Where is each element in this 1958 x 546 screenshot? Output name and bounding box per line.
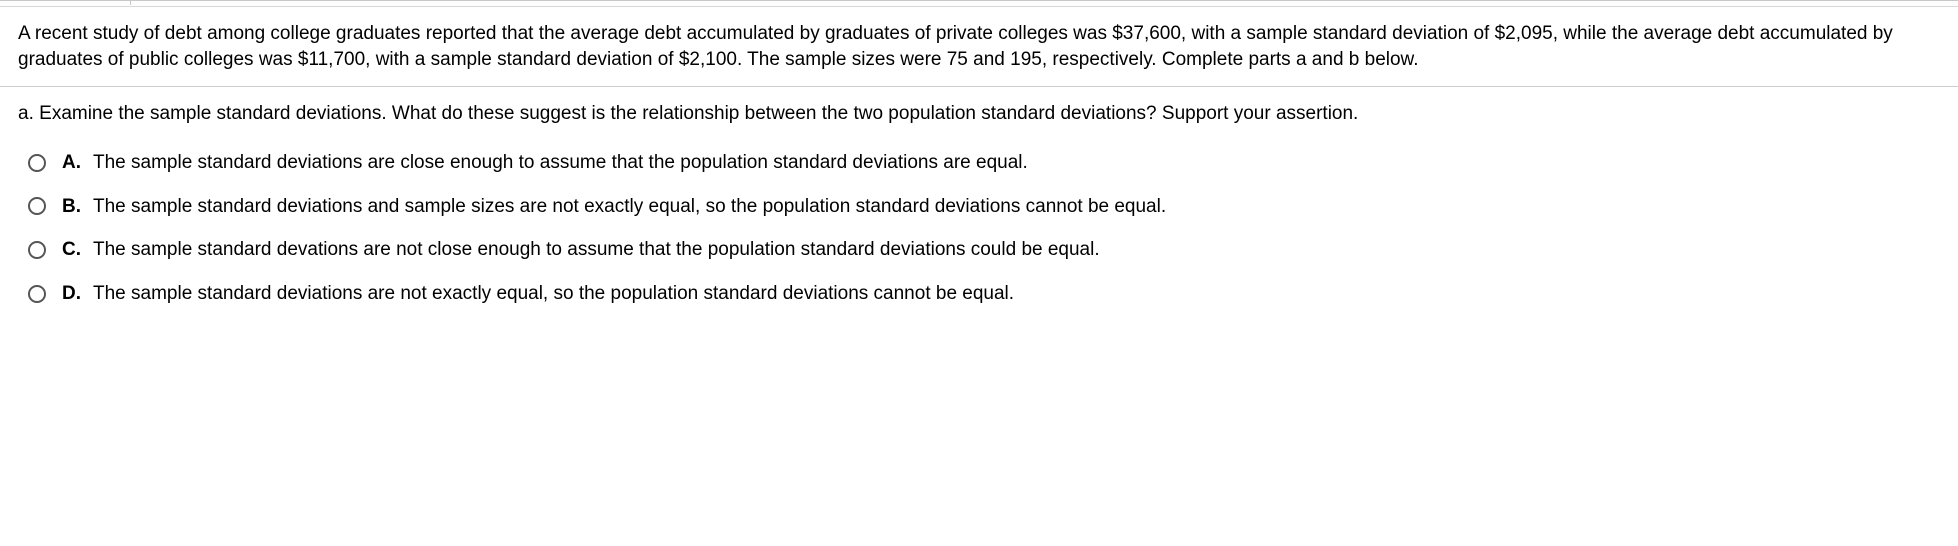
question-section: a. Examine the sample standard deviation… bbox=[0, 87, 1958, 133]
question-text: Examine the sample standard deviations. … bbox=[39, 103, 1358, 124]
option-row-d[interactable]: D. The sample standard deviations are no… bbox=[28, 272, 1940, 316]
option-letter: D. bbox=[62, 281, 81, 307]
option-row-b[interactable]: B. The sample standard deviations and sa… bbox=[28, 185, 1940, 229]
radio-button[interactable] bbox=[28, 197, 46, 215]
problem-statement-section: A recent study of debt among college gra… bbox=[0, 7, 1958, 87]
option-text: The sample standard deviations are close… bbox=[93, 150, 1940, 176]
options-list: A. The sample standard deviations are cl… bbox=[0, 133, 1958, 334]
option-text: The sample standard deviations are not e… bbox=[93, 281, 1940, 307]
option-text: The sample standard deviations and sampl… bbox=[93, 194, 1940, 220]
radio-button[interactable] bbox=[28, 241, 46, 259]
problem-statement-text: A recent study of debt among college gra… bbox=[18, 23, 1893, 70]
radio-button[interactable] bbox=[28, 285, 46, 303]
option-letter: C. bbox=[62, 237, 81, 263]
tab-mark bbox=[130, 0, 131, 5]
option-row-c[interactable]: C. The sample standard devations are not… bbox=[28, 228, 1940, 272]
option-row-a[interactable]: A. The sample standard deviations are cl… bbox=[28, 141, 1940, 185]
radio-button[interactable] bbox=[28, 154, 46, 172]
question-part-label: a. bbox=[18, 103, 34, 124]
option-text: The sample standard devations are not cl… bbox=[93, 237, 1940, 263]
top-divider bbox=[0, 0, 1958, 7]
option-letter: B. bbox=[62, 194, 81, 220]
option-letter: A. bbox=[62, 150, 81, 176]
